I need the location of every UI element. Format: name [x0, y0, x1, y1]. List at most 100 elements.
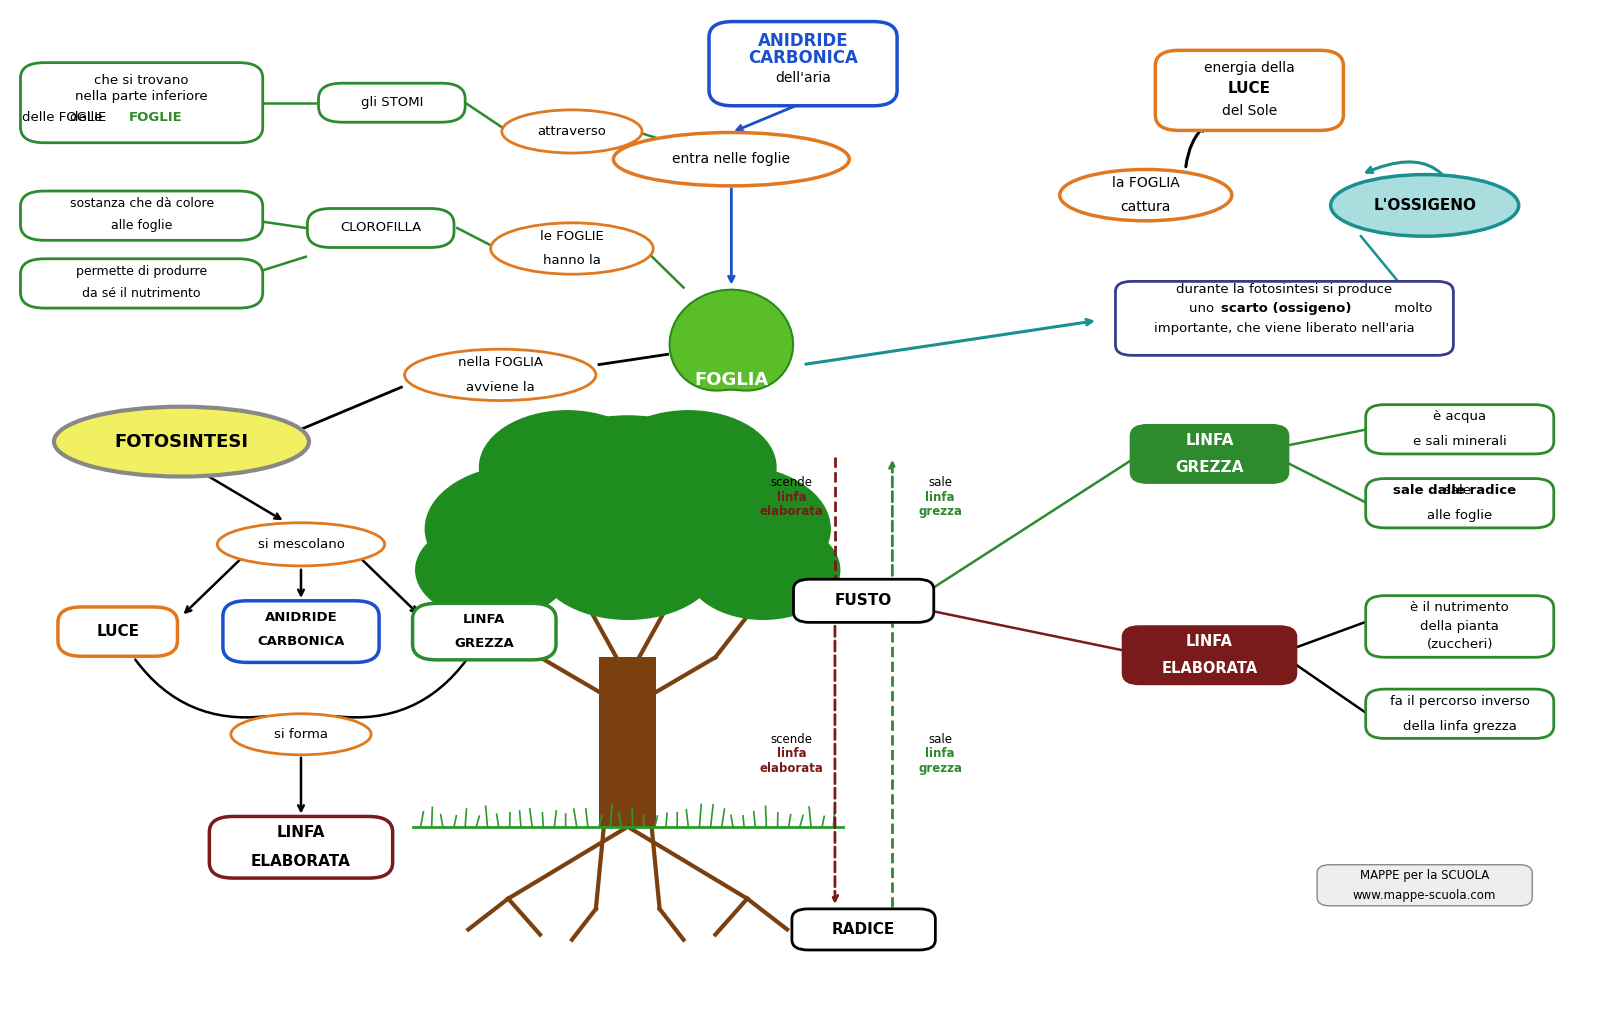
FancyBboxPatch shape	[792, 909, 936, 950]
Text: grezza: grezza	[918, 762, 962, 774]
Text: ANIDRIDE: ANIDRIDE	[264, 611, 338, 623]
Text: avviene la: avviene la	[466, 381, 534, 393]
Text: FOTOSINTESI: FOTOSINTESI	[115, 432, 248, 451]
Text: delle FOGLIE: delle FOGLIE	[22, 111, 107, 123]
FancyBboxPatch shape	[1366, 405, 1554, 454]
Text: www.mappe-scuola.com: www.mappe-scuola.com	[1354, 889, 1496, 902]
Text: CARBONICA: CARBONICA	[258, 636, 344, 648]
Text: hanno la: hanno la	[542, 255, 602, 267]
Text: uno: uno	[1189, 302, 1218, 314]
Text: alle foglie: alle foglie	[110, 220, 173, 232]
Ellipse shape	[54, 407, 309, 477]
Text: è acqua: è acqua	[1434, 411, 1486, 423]
Text: energia della: energia della	[1203, 61, 1294, 75]
Text: dell'aria: dell'aria	[774, 71, 830, 85]
Text: cattura: cattura	[1120, 200, 1171, 215]
Circle shape	[686, 521, 840, 619]
Text: linfa: linfa	[778, 491, 806, 503]
FancyBboxPatch shape	[1115, 281, 1453, 355]
Text: sale: sale	[928, 477, 952, 489]
Ellipse shape	[502, 110, 642, 153]
Text: LUCE: LUCE	[1227, 81, 1270, 96]
FancyBboxPatch shape	[794, 579, 934, 622]
Text: LINFA: LINFA	[1186, 635, 1234, 649]
Text: le FOGLIE: le FOGLIE	[541, 230, 603, 242]
Text: sostanza che dà colore: sostanza che dà colore	[69, 197, 214, 210]
Text: da sé il nutrimento: da sé il nutrimento	[82, 288, 202, 300]
Text: la FOGLIA: la FOGLIA	[1112, 176, 1179, 190]
Text: scende: scende	[771, 477, 813, 489]
Text: FOGLIA: FOGLIA	[694, 371, 768, 389]
FancyBboxPatch shape	[21, 63, 262, 143]
Text: della linfa grezza: della linfa grezza	[1403, 720, 1517, 732]
Text: nella parte inferiore: nella parte inferiore	[75, 90, 208, 103]
Text: molto: molto	[1390, 302, 1432, 314]
Circle shape	[480, 411, 654, 524]
Text: CARBONICA: CARBONICA	[749, 48, 858, 67]
Text: si mescolano: si mescolano	[258, 538, 344, 550]
FancyBboxPatch shape	[58, 607, 178, 656]
FancyBboxPatch shape	[413, 604, 557, 660]
Text: LINFA: LINFA	[462, 613, 506, 625]
Text: sale dalle radice: sale dalle radice	[1394, 485, 1517, 497]
Text: GREZZA: GREZZA	[1176, 460, 1243, 474]
Text: nella FOGLIA: nella FOGLIA	[458, 356, 542, 369]
FancyBboxPatch shape	[1366, 689, 1554, 738]
Circle shape	[536, 500, 720, 619]
Text: sale: sale	[928, 733, 952, 746]
Text: GREZZA: GREZZA	[454, 638, 514, 650]
FancyBboxPatch shape	[1366, 596, 1554, 657]
Text: attraverso: attraverso	[538, 125, 606, 138]
Circle shape	[600, 411, 776, 524]
Text: LINFA: LINFA	[277, 826, 325, 840]
Text: elaborata: elaborata	[760, 762, 824, 774]
FancyBboxPatch shape	[1123, 626, 1296, 684]
Text: importante, che viene liberato nell'aria: importante, che viene liberato nell'aria	[1154, 322, 1414, 335]
Text: ELABORATA: ELABORATA	[251, 854, 350, 869]
Text: che si trovano: che si trovano	[94, 74, 189, 86]
Text: si forma: si forma	[274, 728, 328, 740]
Ellipse shape	[230, 714, 371, 755]
Circle shape	[632, 465, 830, 593]
Text: è il nutrimento: è il nutrimento	[1410, 602, 1509, 614]
Circle shape	[416, 521, 568, 619]
Text: linfa: linfa	[925, 748, 955, 760]
Ellipse shape	[405, 349, 595, 401]
FancyBboxPatch shape	[210, 816, 392, 878]
Text: LUCE: LUCE	[96, 624, 139, 639]
Text: LINFA: LINFA	[1186, 433, 1234, 448]
FancyBboxPatch shape	[1317, 865, 1533, 906]
Polygon shape	[669, 290, 794, 390]
Text: FUSTO: FUSTO	[835, 594, 893, 608]
Text: della pianta: della pianta	[1421, 620, 1499, 633]
Text: grezza: grezza	[918, 505, 962, 518]
Ellipse shape	[1059, 169, 1232, 221]
Text: ANIDRIDE: ANIDRIDE	[758, 32, 848, 50]
Text: ELABORATA: ELABORATA	[1162, 661, 1258, 676]
Text: permette di produrre: permette di produrre	[77, 265, 206, 277]
Text: scarto (ossigeno): scarto (ossigeno)	[1221, 302, 1350, 314]
Text: fa il percorso inverso: fa il percorso inverso	[1390, 695, 1530, 708]
FancyBboxPatch shape	[1131, 425, 1288, 482]
FancyBboxPatch shape	[21, 259, 262, 308]
Text: durante la fotosintesi si produce: durante la fotosintesi si produce	[1176, 283, 1392, 296]
Ellipse shape	[218, 523, 384, 566]
FancyBboxPatch shape	[1155, 50, 1344, 130]
Text: linfa: linfa	[778, 748, 806, 760]
Ellipse shape	[491, 223, 653, 274]
Circle shape	[517, 416, 739, 560]
Text: alle foglie: alle foglie	[1427, 509, 1493, 522]
Text: del Sole: del Sole	[1222, 104, 1277, 118]
FancyBboxPatch shape	[222, 601, 379, 662]
Text: (zuccheri): (zuccheri)	[1427, 639, 1493, 651]
Ellipse shape	[613, 132, 850, 186]
Circle shape	[426, 465, 622, 593]
Text: MAPPE per la SCUOLA: MAPPE per la SCUOLA	[1360, 869, 1490, 881]
Text: delle: delle	[70, 111, 107, 123]
Text: elaborata: elaborata	[760, 505, 824, 518]
Ellipse shape	[1331, 175, 1518, 236]
Text: FOGLIE: FOGLIE	[130, 111, 182, 123]
FancyBboxPatch shape	[709, 22, 898, 106]
Text: linfa: linfa	[925, 491, 955, 503]
FancyBboxPatch shape	[318, 83, 466, 122]
